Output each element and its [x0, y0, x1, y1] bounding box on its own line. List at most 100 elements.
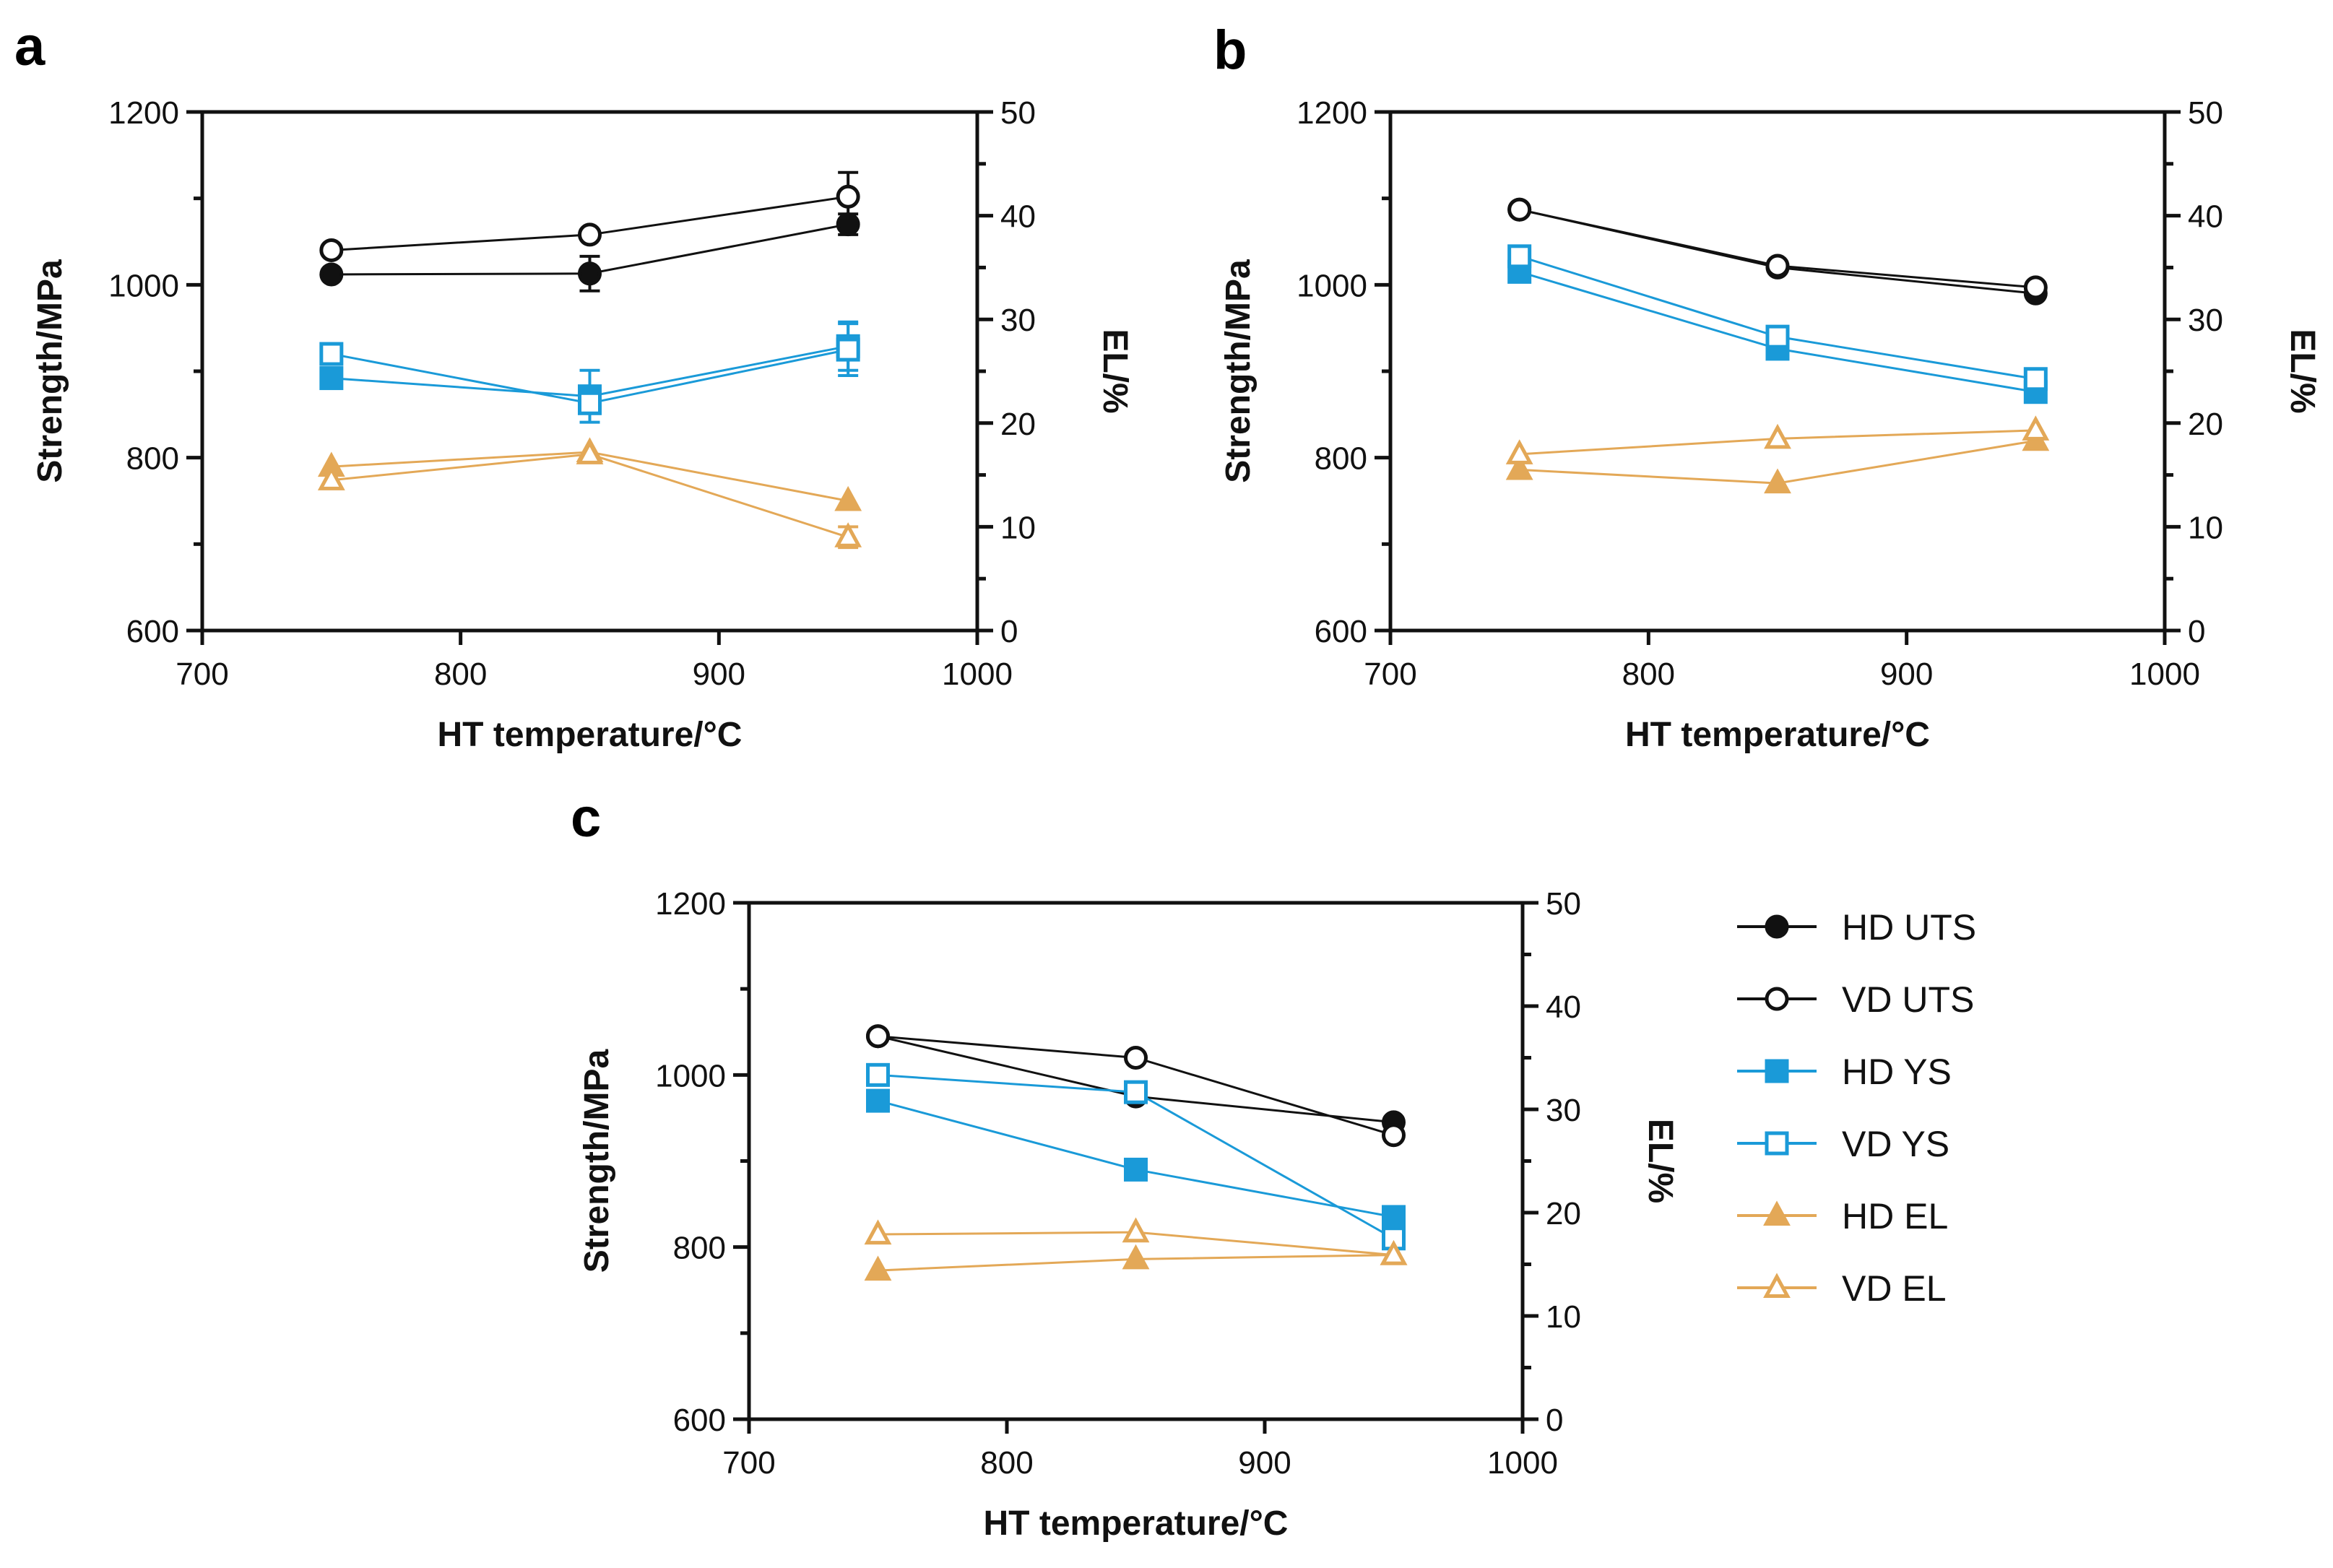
y-tick-label: 1200 — [1297, 95, 1367, 131]
y2-tick-label: 20 — [2188, 407, 2223, 442]
data-point — [578, 391, 602, 415]
x-tick-label: 900 — [1880, 657, 1933, 692]
x-axis-label: HT temperature/°C — [438, 716, 743, 754]
series-vd-uts — [1507, 197, 2048, 300]
data-point — [1507, 197, 1532, 222]
x-tick-label: 700 — [1364, 657, 1416, 692]
data-point — [834, 522, 862, 547]
series-vd-el — [317, 439, 862, 550]
data-point — [1507, 244, 1532, 269]
y2-tick-label: 40 — [2188, 199, 2223, 235]
legend-marker — [1765, 1131, 1789, 1156]
x-tick-label: 900 — [693, 657, 745, 692]
y2-tick-label: 30 — [2188, 303, 2223, 338]
legend-label: HD UTS — [1842, 907, 1976, 948]
y-tick-label: 1200 — [655, 886, 726, 922]
y-axis-label: Strength/MPa — [578, 1049, 616, 1273]
data-point — [866, 1062, 890, 1087]
y-tick-label: 1000 — [655, 1058, 726, 1093]
data-point — [1124, 1046, 1148, 1070]
x-tick-label: 1000 — [2129, 657, 2200, 692]
y-tick-label: 1000 — [1297, 268, 1367, 303]
legend-label: HD YS — [1842, 1052, 1952, 1092]
x-axis-label: HT temperature/°C — [984, 1504, 1289, 1543]
data-point — [578, 222, 602, 247]
y2-tick-label: 10 — [2188, 510, 2223, 545]
y2-tick-label: 20 — [1000, 407, 1036, 442]
y-tick-label: 1200 — [108, 95, 179, 131]
x-tick-label: 1000 — [942, 657, 1013, 692]
legend-item: VD YS — [1737, 1124, 1949, 1164]
data-point — [866, 1088, 890, 1113]
y2-tick-label: 40 — [1000, 199, 1036, 235]
legend-marker — [1765, 987, 1789, 1011]
series-vd-el — [1505, 415, 2050, 464]
legend-label: VD UTS — [1842, 979, 1974, 1020]
legend-label: VD EL — [1842, 1268, 1947, 1309]
series-hd-el — [1505, 425, 2050, 494]
legend-marker — [1763, 1273, 1791, 1299]
y2-tick-label: 50 — [1546, 886, 1581, 922]
data-point — [1764, 423, 1791, 449]
panel-label: a — [14, 16, 46, 77]
data-point — [2023, 367, 2048, 391]
y2-tick-label: 30 — [1000, 303, 1036, 338]
y2-tick-label: 50 — [1000, 95, 1036, 131]
y2-tick-label: 20 — [1546, 1196, 1581, 1231]
x-tick-label: 700 — [722, 1445, 775, 1481]
x-tick-label: 800 — [1622, 657, 1675, 692]
x-tick-label: 800 — [980, 1445, 1033, 1481]
series-hd-uts — [319, 212, 860, 293]
legend: HD UTS VD UTS HD YS VD YS HD EL VD EL — [1737, 907, 1976, 1309]
data-point — [836, 337, 860, 362]
data-point — [2023, 275, 2048, 300]
data-point — [1505, 454, 1533, 480]
series-vd-ys — [1507, 244, 2048, 391]
data-point — [578, 261, 602, 286]
series-hd-ys — [866, 1088, 1406, 1229]
data-point — [1380, 1240, 1408, 1265]
series-vd-ys — [319, 322, 860, 415]
y-tick-label: 600 — [1315, 614, 1367, 649]
data-point — [1765, 254, 1790, 278]
data-point — [1124, 1157, 1148, 1182]
y-tick-label: 600 — [126, 614, 179, 649]
series-vd-uts — [319, 170, 860, 262]
y2-tick-label: 40 — [1546, 989, 1581, 1025]
y2-axis-label: EL/% — [2283, 329, 2321, 413]
legend-marker — [1763, 1200, 1791, 1226]
data-point — [866, 1024, 890, 1049]
legend-label: HD EL — [1842, 1196, 1948, 1236]
y2-tick-label: 50 — [2188, 95, 2223, 131]
data-point — [319, 262, 344, 287]
data-point — [1382, 1123, 1406, 1148]
y-tick-label: 1000 — [108, 268, 179, 303]
panel-b: 700 800 900 1000 600 800 1000 1200 0 10 20 30 40 50 HT… — [1213, 20, 2321, 754]
legend-item: HD EL — [1737, 1196, 1948, 1236]
legend-item: HD YS — [1737, 1052, 1952, 1092]
data-point — [1505, 439, 1533, 464]
data-point — [1382, 1205, 1406, 1229]
series-vd-ys — [866, 1062, 1406, 1251]
legend-marker — [1765, 914, 1789, 939]
data-point — [1764, 468, 1791, 494]
y2-axis-label: EL/% — [1641, 1119, 1679, 1203]
x-axis-label: HT temperature/°C — [1625, 716, 1930, 754]
data-point — [834, 485, 862, 511]
x-tick-label: 1000 — [1487, 1445, 1558, 1481]
data-point — [1122, 1217, 1150, 1243]
x-tick-label: 800 — [434, 657, 487, 692]
data-point — [1765, 324, 1790, 349]
y2-tick-label: 10 — [1546, 1299, 1581, 1335]
legend-item: VD EL — [1737, 1268, 1947, 1309]
data-point — [2022, 415, 2050, 441]
y-tick-label: 600 — [673, 1403, 726, 1438]
panel-label: b — [1213, 20, 1247, 81]
panel-label: c — [571, 787, 601, 849]
y-axis-label: Strength/MPa — [1219, 259, 1258, 483]
y2-axis-label: EL/% — [1096, 329, 1134, 413]
data-point — [864, 1255, 892, 1281]
legend-item: HD UTS — [1737, 907, 1976, 948]
data-point — [319, 342, 344, 366]
